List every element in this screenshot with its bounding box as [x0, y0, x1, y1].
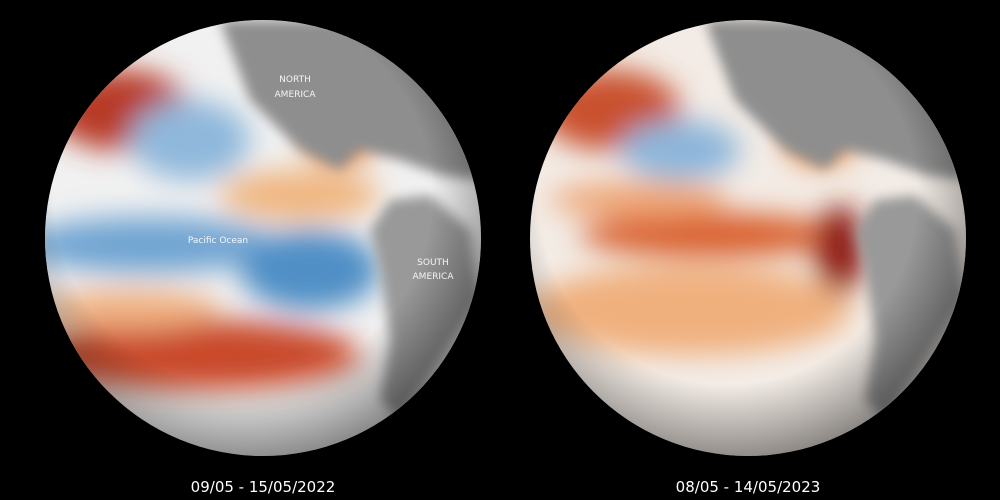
globe-2022	[45, 20, 481, 456]
globe-2023	[530, 20, 966, 456]
label: NORTH	[279, 75, 311, 85]
date: 09/05 - 15/05/2022	[191, 478, 336, 496]
label: AMERICA	[275, 90, 317, 100]
date: 08/05 - 14/05/2023	[676, 478, 821, 496]
label: AMERICA	[413, 272, 455, 282]
label: Pacific Ocean	[188, 236, 248, 246]
label: SOUTH	[417, 258, 449, 268]
